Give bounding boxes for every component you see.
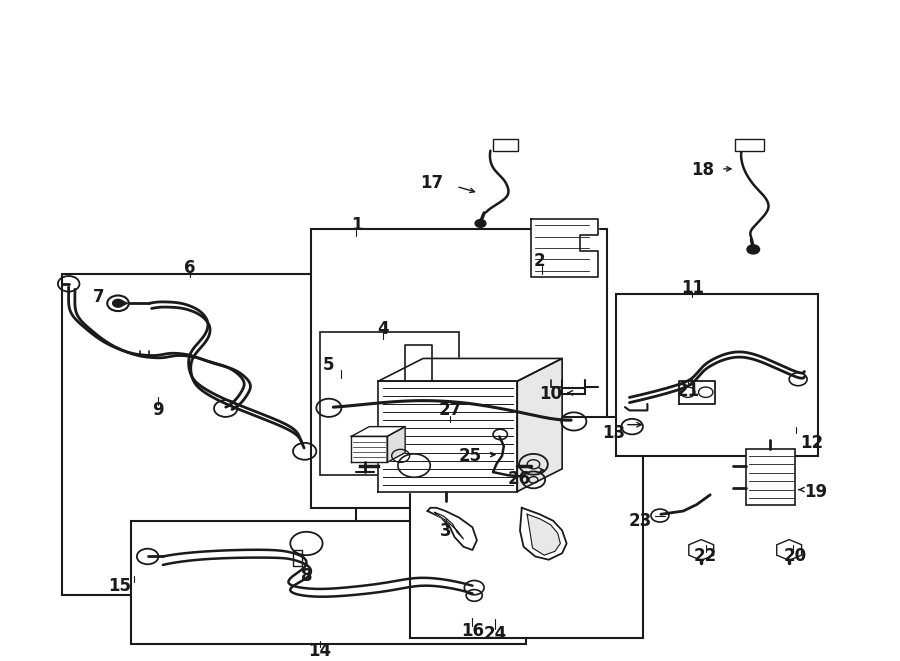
Text: 27: 27 — [438, 401, 462, 419]
Polygon shape — [378, 358, 562, 381]
Polygon shape — [387, 426, 405, 462]
Text: 10: 10 — [539, 385, 562, 403]
Text: 24: 24 — [483, 625, 507, 643]
Text: 8: 8 — [301, 567, 312, 585]
Text: 25: 25 — [458, 447, 482, 465]
Text: 13: 13 — [602, 424, 625, 442]
Text: 15: 15 — [109, 576, 131, 595]
Text: 21: 21 — [676, 382, 699, 400]
Text: 9: 9 — [153, 401, 164, 419]
Bar — [62, 274, 356, 596]
Polygon shape — [351, 436, 387, 462]
Text: 3: 3 — [440, 522, 451, 539]
Bar — [410, 417, 643, 638]
Bar — [493, 139, 518, 151]
Text: 20: 20 — [784, 547, 807, 565]
Circle shape — [475, 219, 486, 227]
Polygon shape — [518, 358, 562, 492]
Polygon shape — [435, 512, 464, 539]
Polygon shape — [351, 426, 405, 436]
Polygon shape — [527, 514, 561, 555]
Text: 5: 5 — [323, 356, 335, 374]
Text: 1: 1 — [351, 216, 363, 235]
Polygon shape — [428, 508, 477, 550]
Text: 14: 14 — [309, 642, 331, 660]
Polygon shape — [378, 381, 518, 492]
Text: 6: 6 — [184, 258, 195, 276]
Polygon shape — [520, 508, 567, 560]
Bar — [616, 293, 818, 456]
Text: 4: 4 — [377, 320, 389, 338]
Bar — [131, 521, 526, 644]
Bar — [746, 449, 796, 504]
Circle shape — [112, 299, 123, 307]
Bar — [310, 229, 607, 508]
Bar — [735, 139, 764, 151]
Text: 12: 12 — [800, 434, 823, 452]
Circle shape — [747, 245, 760, 254]
Text: 26: 26 — [508, 469, 531, 488]
Text: 18: 18 — [692, 161, 715, 179]
Text: 11: 11 — [680, 280, 704, 297]
Text: 22: 22 — [694, 547, 717, 565]
Polygon shape — [531, 219, 598, 278]
Text: 19: 19 — [805, 483, 827, 500]
Bar — [320, 332, 459, 475]
Text: 2: 2 — [534, 252, 545, 270]
Text: 16: 16 — [461, 622, 484, 640]
Text: 23: 23 — [628, 512, 652, 529]
Text: 7: 7 — [93, 288, 104, 306]
Text: 17: 17 — [420, 174, 444, 192]
